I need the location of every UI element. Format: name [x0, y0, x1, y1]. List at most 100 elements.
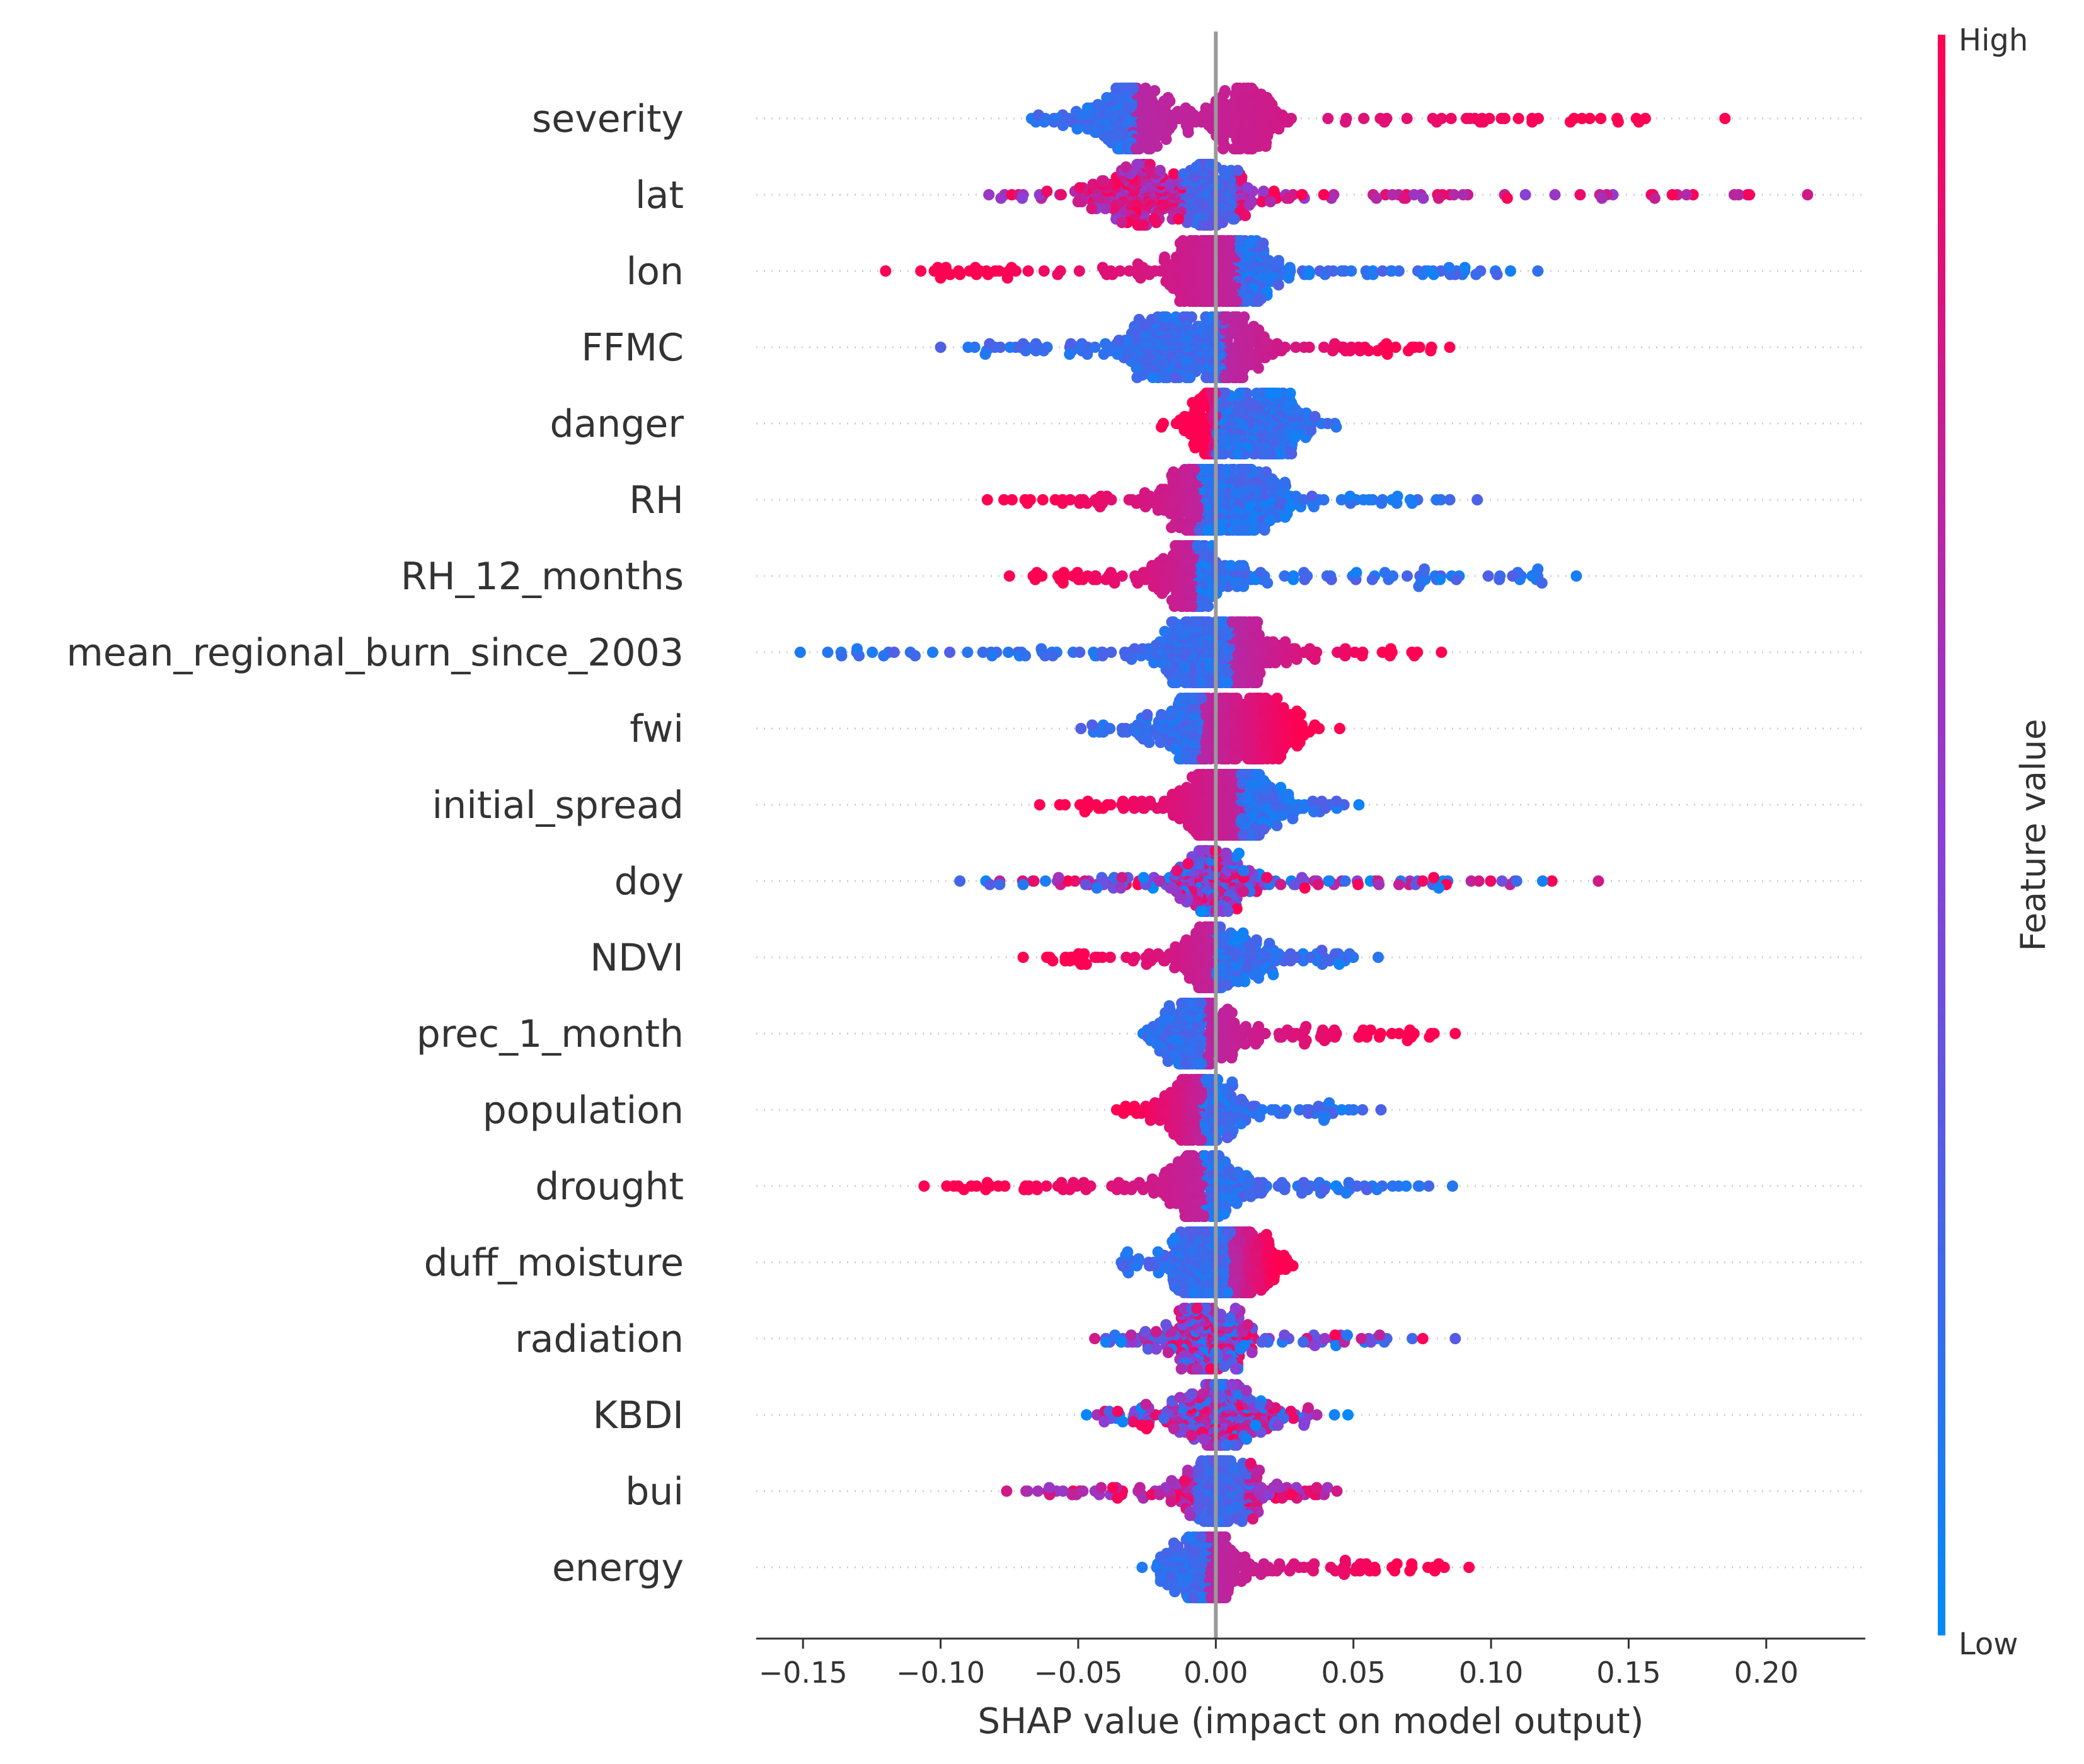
shap-point	[1166, 788, 1178, 800]
shap-point	[1303, 268, 1315, 280]
shap-point	[1276, 809, 1288, 821]
shap-point	[1251, 769, 1263, 780]
shap-point	[1243, 397, 1255, 408]
shap-point	[1478, 116, 1489, 128]
shap-point	[1134, 272, 1146, 284]
shap-point	[940, 262, 952, 274]
shap-point	[1149, 265, 1161, 277]
shap-point	[1398, 192, 1410, 204]
shap-point	[1071, 123, 1083, 135]
shap-point	[1258, 331, 1270, 343]
shap-point	[1038, 265, 1050, 277]
shap-point	[1159, 311, 1171, 323]
shap-point	[1744, 189, 1756, 200]
shap-point	[1091, 882, 1103, 894]
shap-point	[1137, 567, 1149, 579]
shap-point	[1273, 753, 1285, 764]
shap-point	[1309, 654, 1321, 665]
shap-point	[1246, 677, 1258, 688]
shap-point	[1178, 168, 1189, 180]
shap-point	[981, 494, 993, 505]
shap-point	[1279, 636, 1291, 648]
shap-point	[1350, 567, 1362, 579]
shap-point	[1168, 466, 1179, 478]
shap-point	[1271, 338, 1283, 350]
shap-point	[1231, 296, 1243, 307]
shap-point	[1266, 473, 1278, 485]
shap-point	[1197, 235, 1209, 246]
shap-point	[1470, 268, 1482, 280]
shap-point	[1090, 127, 1102, 138]
shap-point	[1436, 647, 1448, 658]
shap-point	[1033, 799, 1045, 810]
shap-point	[1363, 345, 1374, 357]
shap-point	[1318, 494, 1330, 505]
shap-point	[1037, 494, 1049, 505]
shap-point	[1386, 265, 1398, 277]
shap-point	[1187, 397, 1199, 408]
shap-point	[1016, 192, 1028, 204]
shap-point	[1366, 574, 1378, 585]
shap-point	[1166, 120, 1178, 131]
shap-point	[1164, 178, 1176, 190]
shap-point	[1116, 217, 1128, 228]
shap-point	[1166, 616, 1178, 628]
shap-point	[1116, 872, 1128, 884]
shap-point	[1017, 338, 1029, 350]
shap-point	[822, 647, 834, 658]
shap-point	[1431, 494, 1442, 505]
shap-point	[1054, 799, 1066, 810]
shap-point	[1279, 511, 1291, 523]
shap-point	[1105, 567, 1117, 579]
shap-point	[1253, 829, 1265, 841]
shap-point	[1325, 574, 1337, 585]
shap-point	[1052, 268, 1064, 280]
shap-point	[1309, 411, 1321, 422]
shap-point	[1079, 879, 1091, 891]
shap-point	[1202, 524, 1214, 536]
shap-point	[1286, 448, 1298, 459]
feature-points-rh-12-months	[1003, 540, 1582, 612]
shap-point	[1064, 349, 1076, 360]
shap-point	[1159, 372, 1171, 383]
shap-point	[836, 650, 848, 662]
shap-point	[1353, 799, 1365, 810]
shap-point	[1041, 185, 1053, 197]
shap-point	[1433, 882, 1444, 894]
shap-point	[1175, 693, 1187, 704]
shap-point	[1729, 189, 1740, 200]
shap-point	[1247, 524, 1259, 536]
shap-point	[851, 643, 863, 655]
shap-point	[1179, 677, 1191, 688]
shap-point	[1204, 219, 1216, 231]
shap-point	[1155, 709, 1167, 720]
shap-point	[1393, 879, 1405, 891]
shap-point	[1340, 116, 1352, 128]
shap-point	[1304, 643, 1316, 655]
shap-point	[1576, 113, 1588, 124]
feature-points-initial-spread	[1033, 769, 1365, 841]
shap-point	[1564, 116, 1576, 128]
shap-point	[1218, 693, 1229, 704]
shap-point	[1284, 388, 1296, 399]
shap-point	[1451, 574, 1462, 585]
shap-point	[1649, 192, 1661, 204]
shap-point	[1253, 296, 1264, 307]
shap-point	[909, 650, 921, 662]
shap-point	[1592, 875, 1604, 887]
shap-point	[1175, 601, 1187, 612]
shap-point	[1178, 311, 1190, 323]
shap-point	[935, 272, 947, 284]
shap-point	[1203, 769, 1215, 780]
shap-point	[1108, 577, 1120, 589]
shap-point	[1485, 875, 1497, 887]
shap-point	[1802, 189, 1814, 200]
shap-point	[1192, 769, 1204, 780]
shap-point	[1092, 99, 1104, 110]
shap-point	[1221, 99, 1233, 110]
feature-points-severity	[1025, 83, 1731, 154]
shap-point	[1143, 737, 1155, 748]
shap-point	[1137, 219, 1149, 231]
shap-point	[1218, 143, 1229, 154]
shap-point	[1022, 497, 1033, 509]
